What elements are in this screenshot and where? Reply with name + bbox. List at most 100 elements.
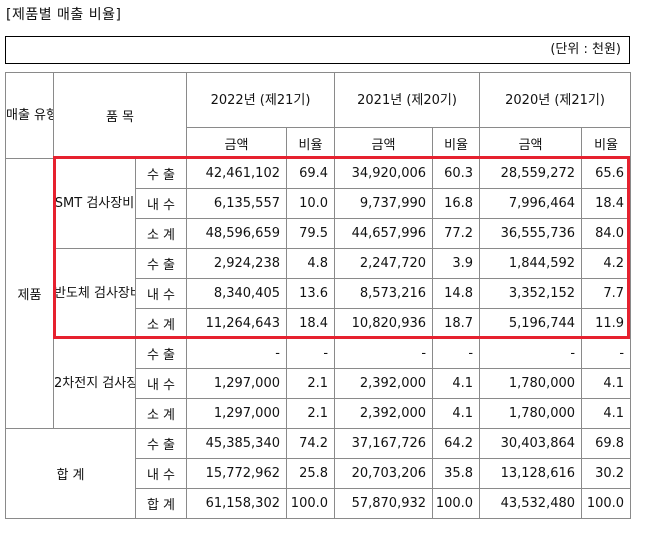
cell-ratio: 4.1 [432,398,481,429]
cell-ratio: 16.8 [432,188,481,219]
cell-amount: 1,844,592 [479,248,583,279]
cell-ratio: 4.1 [432,368,481,399]
cell-amount: 45,385,340 [186,428,287,459]
cell-amount: 2,247,720 [334,248,434,279]
cell-ratio: 18.4 [581,188,632,219]
header-amount: 금액 [479,127,583,159]
header-ratio: 비율 [581,127,632,159]
sales-type: 수 출 [135,428,187,459]
sales-type: 내 수 [135,458,187,489]
cell-ratio: 4.1 [581,368,632,399]
cell-ratio: 64.2 [432,428,481,459]
cell-ratio: - [581,338,632,369]
sales-type: 수 출 [135,248,187,279]
cell-ratio: 100.0 [581,488,632,519]
section-title: [제품별 매출 비율] [6,7,122,23]
cell-ratio: 4.1 [581,398,632,429]
cell-ratio: 13.6 [285,278,336,309]
cell-amount: 36,555,736 [479,218,583,249]
cell-ratio: 2.1 [285,368,336,399]
cell-amount: 10,820,936 [334,308,434,339]
cell-amount: 7,996,464 [479,188,583,219]
cell-amount: 2,392,000 [334,398,434,429]
sales-type: 수 출 [135,338,187,369]
cell-ratio: 30.2 [581,458,632,489]
table-row: 제품 SMT 검사장비 수 출 42,461,102 69.4 34,920,0… [5,158,632,429]
cell-ratio: 35.8 [432,458,481,489]
table-row: 합 계 61,158,302 100.0 57,870,932 100.0 43… [6,488,632,519]
sales-type: 내 수 [135,188,187,219]
header-ratio: 비율 [285,127,336,159]
group-name-semiconductor: 반도체 검사장비 [53,248,136,339]
cell-ratio: 4.8 [285,248,336,279]
table-row: 소 계 1,297,000 2.1 2,392,000 4.1 1,780,00… [6,398,632,429]
unit-box: (단위 : 천원) [5,36,630,64]
cell-amount: 1,297,000 [186,398,287,429]
unit-label: (단위 : 천원) [550,42,621,57]
cell-amount: - [334,338,434,369]
cell-amount: 44,657,996 [334,218,434,249]
cell-amount: 30,403,864 [479,428,583,459]
table-row: 내 수 8,340,405 13.6 8,573,216 14.8 3,352,… [6,278,632,309]
cell-amount: 34,920,006 [334,158,434,189]
cell-amount: 1,297,000 [186,368,287,399]
cell-amount: 8,573,216 [334,278,434,309]
cell-amount: 3,352,152 [479,278,583,309]
cell-amount: 2,924,238 [186,248,287,279]
cell-amount: 28,559,272 [479,158,583,189]
header-amount: 금액 [186,127,287,159]
header-year-2020: 2020년 (제21기) [479,72,632,128]
cell-amount: 9,737,990 [334,188,434,219]
cell-amount: 57,870,932 [334,488,434,519]
cell-ratio: 69.8 [581,428,632,459]
header-ratio: 비율 [432,127,481,159]
cell-amount: 6,135,557 [186,188,287,219]
cell-amount: 43,532,480 [479,488,583,519]
cell-ratio: 18.7 [432,308,481,339]
cell-amount: 61,158,302 [186,488,287,519]
cell-ratio: 18.4 [285,308,336,339]
products-label: 제품 [5,158,54,429]
cell-amount: 15,772,962 [186,458,287,489]
sales-type: 소 계 [135,398,187,429]
table-row: 소 계 48,596,659 79.5 44,657,996 77.2 36,5… [6,218,632,249]
table-row: 합 계 수 출 45,385,340 74.2 37,167,726 64.2 … [5,428,632,519]
cell-ratio: 10.0 [285,188,336,219]
cell-amount: - [479,338,583,369]
header-row-columns: 금액 비율 금액 비율 금액 비율 [6,127,632,159]
cell-ratio: 84.0 [581,218,632,249]
cell-amount: 37,167,726 [334,428,434,459]
cell-amount: 2,392,000 [334,368,434,399]
cell-amount: 1,780,000 [479,368,583,399]
header-category: 매출 유형 [5,72,54,159]
cell-ratio: 74.2 [285,428,336,459]
cell-amount: 20,703,206 [334,458,434,489]
cell-ratio: 3.9 [432,248,481,279]
sales-type: 합 계 [135,488,187,519]
table-row: 반도체 검사장비 수 출 2,924,238 4.8 2,247,720 3.9… [6,248,632,339]
sales-type: 수 출 [135,158,187,189]
cell-ratio: 25.8 [285,458,336,489]
table-row: 내 수 6,135,557 10.0 9,737,990 16.8 7,996,… [6,188,632,219]
total-label: 합 계 [5,428,136,519]
sales-type: 내 수 [135,368,187,399]
cell-ratio: 7.7 [581,278,632,309]
cell-ratio: 100.0 [285,488,336,519]
cell-amount: 42,461,102 [186,158,287,189]
header-item: 품 목 [53,72,187,159]
sales-ratio-table: 매출 유형 품 목 2022년 (제21기) 2021년 (제20기) 2020… [5,72,632,519]
cell-amount: 48,596,659 [186,218,287,249]
cell-ratio: 4.2 [581,248,632,279]
cell-ratio: 11.9 [581,308,632,339]
cell-ratio: - [285,338,336,369]
header-row-years: 매출 유형 품 목 2022년 (제21기) 2021년 (제20기) 2020… [5,72,632,159]
cell-ratio: 60.3 [432,158,481,189]
table-row: 소 계 11,264,643 18.4 10,820,936 18.7 5,19… [6,308,632,339]
table-row: 내 수 15,772,962 25.8 20,703,206 35.8 13,1… [6,458,632,489]
cell-amount: 1,780,000 [479,398,583,429]
header-amount: 금액 [334,127,434,159]
cell-ratio: 77.2 [432,218,481,249]
cell-ratio: 79.5 [285,218,336,249]
cell-ratio: 65.6 [581,158,632,189]
sales-type: 소 계 [135,218,187,249]
